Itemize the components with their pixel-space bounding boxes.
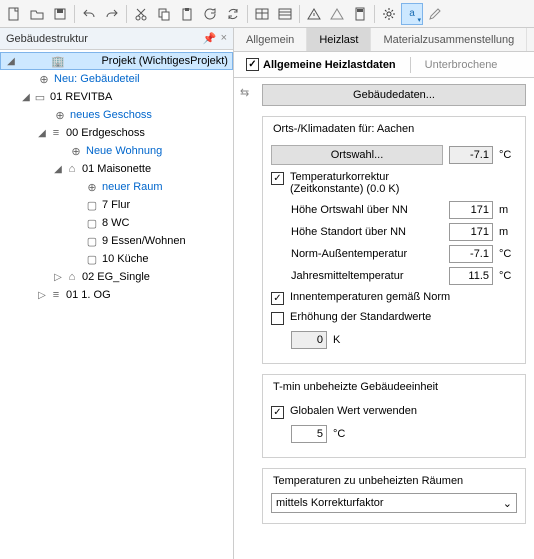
tab-allgemein[interactable]: Allgemein [234,28,307,51]
open-icon[interactable] [26,3,48,25]
tree-new-room[interactable]: ⊕neuer Raum [0,178,233,196]
top-tabs: Allgemein Heizlast Materialzusammenstell… [234,28,534,52]
sub-tabs: ✓Allgemeine Heizlastdaten Unterbrochene [234,52,534,78]
jahresmittel-input[interactable]: 11.5 [449,267,493,285]
edit-icon[interactable] [424,3,446,25]
subtab-second[interactable]: Unterbrochene [417,59,506,71]
tree-new-floor[interactable]: ⊕neues Geschoss [0,106,233,124]
left-panel: Gebäudestruktur 📌 × ◢🏢Projekt (Wichtiges… [0,28,234,559]
tree-new-apt[interactable]: ⊕Neue Wohnung [0,142,233,160]
hoehe-ort-input[interactable]: 171 [449,201,493,219]
tmin-group: T-min unbeheizte Gebäudeeinheit ✓Globale… [262,374,526,458]
unheated-select[interactable]: mittels Korrekturfaktor⌄ [271,493,517,513]
tree-project[interactable]: ◢🏢Projekt (WichtigesProjekt) [0,52,233,70]
ort-temp: -7.1 [449,146,493,164]
tree-flur[interactable]: ▢7 Flur [0,196,233,214]
tree-kueche[interactable]: ▢10 Küche [0,250,233,268]
table2-icon[interactable] [274,3,296,25]
paste-icon[interactable] [176,3,198,25]
loc-title: Orts-/Klimadaten für: Aachen [269,123,418,135]
gear-icon[interactable] [378,3,400,25]
unheated-group: Temperaturen zu unbeheizten Räumen mitte… [262,468,526,524]
table1-icon[interactable] [251,3,273,25]
collapse-icon[interactable]: ⇆ [240,86,249,99]
warn2-icon[interactable] [326,3,348,25]
tab-material[interactable]: Materialzusammenstellung [371,28,527,51]
close-panel-icon[interactable]: × [221,32,227,45]
copy-icon[interactable] [153,3,175,25]
redo-icon[interactable] [101,3,123,25]
tree-new-part[interactable]: ⊕Neu: Gebäudeteil [0,70,233,88]
cut-icon[interactable] [130,3,152,25]
checkbox-icon[interactable] [271,312,284,325]
tmin-input[interactable]: 5 [291,425,327,443]
chevron-down-icon: ⌄ [503,497,512,510]
check-icon: ✓ [246,58,259,71]
tree-eg-single[interactable]: ▷⌂02 EG_Single [0,268,233,286]
tmin-title: T-min unbeheizte Gebäudeeinheit [269,381,442,393]
save-icon[interactable] [49,3,71,25]
unheated-title: Temperaturen zu unbeheizten Räumen [269,475,467,487]
right-panel: Allgemein Heizlast Materialzusammenstell… [234,28,534,559]
erh-val: 0 [291,331,327,349]
warn1-icon[interactable] [303,3,325,25]
cursor-a-icon[interactable]: a▾ [401,3,423,25]
new-doc-icon[interactable] [3,3,25,25]
tmin-global-row[interactable]: ✓Globalen Wert verwenden [271,405,517,419]
calc-icon[interactable] [349,3,371,25]
subtab-main[interactable]: ✓Allgemeine Heizlastdaten [238,58,404,71]
checkbox-icon[interactable]: ✓ [271,172,284,185]
tempkorr-row[interactable]: ✓ Temperaturkorrektur(Zeitkonstante) (0.… [271,171,517,195]
tree-og[interactable]: ▷≡01 1. OG [0,286,233,304]
checkbox-icon[interactable]: ✓ [271,292,284,305]
tree-maisonette[interactable]: ◢⌂01 Maisonette [0,160,233,178]
ortswahl-button[interactable]: Ortswahl... [271,145,443,165]
pin-icon[interactable]: 📌 [203,32,217,45]
tab-heizlast[interactable]: Heizlast [307,28,371,51]
tree-eg[interactable]: ◢≡00 Erdgeschoss [0,124,233,142]
tree-wc[interactable]: ▢8 WC [0,214,233,232]
tree-essen[interactable]: ▢9 Essen/Wohnen [0,232,233,250]
panel-title: Gebäudestruktur [6,33,88,45]
content: ⇆ Gebäudedaten... Orts-/Klimadaten für: … [234,78,534,559]
main-toolbar: a▾ [0,0,534,28]
innen-norm-row[interactable]: ✓Innentemperaturen gemäß Norm [271,291,517,305]
hoehe-std-input[interactable]: 171 [449,223,493,241]
undo-icon[interactable] [78,3,100,25]
checkbox-icon[interactable]: ✓ [271,406,284,419]
erh-std-row[interactable]: Erhöhung der Standardwerte [271,311,517,325]
loc-group: Orts-/Klimadaten für: Aachen Ortswahl...… [262,116,526,364]
panel-header: Gebäudestruktur 📌 × [0,28,233,50]
tree-revitba[interactable]: ◢▭01 REVITBA [0,88,233,106]
refresh-icon[interactable] [199,3,221,25]
sync-icon[interactable] [222,3,244,25]
building-data-button[interactable]: Gebäudedaten... [262,84,526,106]
tree: ◢🏢Projekt (WichtigesProjekt) ⊕Neu: Gebäu… [0,50,233,559]
norm-aussen-input[interactable]: -7.1 [449,245,493,263]
